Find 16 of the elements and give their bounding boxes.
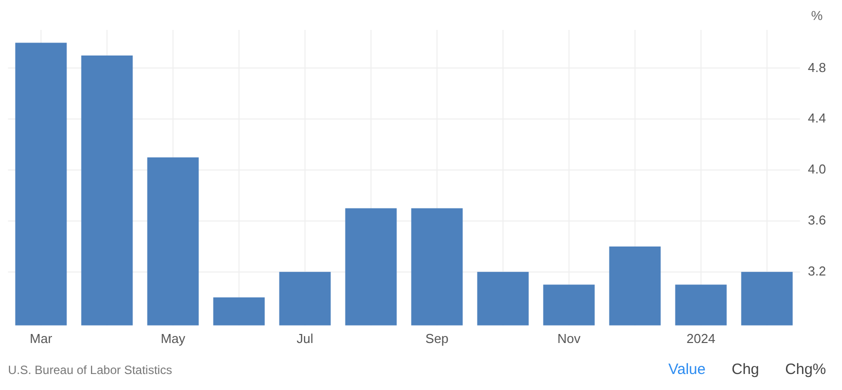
text: Chg <box>732 361 760 378</box>
x-tick-label: Sep <box>425 330 449 346</box>
text: Chg% <box>785 361 826 378</box>
y-tick-label: 3.2 <box>808 264 826 278</box>
x-tick-label: May <box>160 330 186 346</box>
x-tick-label: Mar <box>30 330 53 346</box>
y-tick-label: 4.4 <box>808 110 826 126</box>
text: Value <box>668 361 706 378</box>
x-tick-label: Jul <box>296 330 314 346</box>
x-tick-label: 2024 <box>686 330 716 346</box>
text: U.S. Bureau of Labor Statistics <box>8 362 174 376</box>
y-tick-label: 4.8 <box>808 60 826 75</box>
y-tick-label: 4.0 <box>808 162 826 177</box>
x-tick-label: Nov <box>557 330 582 346</box>
y-tick-label: 3.6 <box>808 212 826 228</box>
y-axis-title: % <box>811 8 824 24</box>
